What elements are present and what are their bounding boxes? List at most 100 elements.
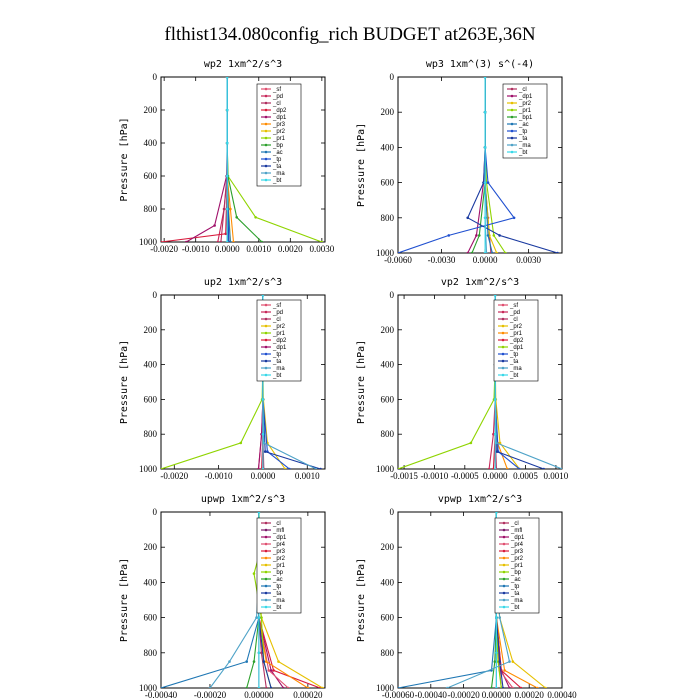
legend-marker	[264, 549, 268, 553]
panel-2: wp3 1xm^(3) s^(-4) Pressure [hPa] 0 200 400 6…	[356, 59, 563, 265]
legend-marker	[264, 556, 268, 560]
legend-marker	[501, 310, 505, 314]
legend-marker	[502, 591, 506, 595]
legend-marker	[510, 115, 514, 119]
data-point	[261, 398, 265, 401]
legend-marker	[510, 143, 514, 147]
data-point	[487, 467, 491, 469]
x-tick-label: 0.0010	[246, 244, 271, 254]
legend-marker	[264, 542, 268, 546]
legend-marker	[502, 549, 506, 553]
data-point	[255, 616, 258, 619]
data-point	[260, 651, 263, 655]
data-point	[475, 234, 478, 237]
data-point	[466, 216, 470, 220]
legend-marker	[264, 94, 268, 98]
data-point	[498, 660, 502, 663]
data-point	[265, 660, 268, 663]
legend: _sf_pd_cl_pr2_pr1_dp2_dp1_tp_ta_ma_bt	[256, 299, 302, 382]
y-tick-label: 400	[381, 360, 395, 370]
legend-label: _pr3	[510, 549, 524, 555]
plot-frame	[397, 511, 563, 689]
x-tick-label: 0.0030	[309, 244, 334, 254]
legend-marker	[510, 101, 514, 105]
data-point	[216, 240, 220, 242]
data-point	[483, 77, 487, 79]
x-tick-label: -0.0015	[390, 471, 418, 481]
data-point	[245, 660, 248, 663]
data-point	[486, 234, 490, 237]
y-tick-label: 1000	[139, 464, 158, 474]
legend-marker	[264, 338, 268, 342]
x-tick-label: 0.0030	[516, 255, 541, 265]
y-tick-label: 400	[144, 577, 158, 587]
legend-label: _tp	[272, 157, 282, 163]
legend-label: _sf	[509, 303, 518, 309]
legend-label: _cl	[272, 317, 281, 323]
legend-marker	[502, 570, 506, 574]
legend-label: _pd	[272, 310, 283, 316]
data-point	[492, 432, 495, 436]
data-point	[398, 251, 400, 253]
legend-label: _dp1	[510, 535, 525, 541]
data-point	[224, 232, 227, 236]
x-tick-label: 0.00000	[482, 690, 512, 700]
data-point	[536, 686, 539, 688]
panel-3: up2 1xm^2/s^3 Pressure [hPa] 0 200 400 600 800…	[119, 277, 326, 481]
data-point	[269, 686, 273, 688]
legend-marker	[501, 324, 505, 328]
legend-label: _bp	[510, 570, 522, 576]
data-point	[257, 467, 260, 469]
legend-label: _tp	[510, 584, 520, 590]
data-point	[398, 686, 400, 688]
legend-marker	[264, 303, 268, 307]
legend-marker	[510, 129, 514, 133]
y-tick-label: 800	[381, 429, 395, 439]
y-tick-label: 200	[144, 105, 158, 115]
legend-marker	[264, 591, 268, 595]
legend-label: _pr4	[510, 542, 524, 548]
data-point	[257, 512, 261, 514]
data-point	[508, 660, 511, 663]
data-point	[495, 651, 498, 655]
x-tick-label: 0.0000	[483, 471, 508, 481]
data-point	[483, 110, 487, 114]
data-point	[470, 251, 474, 253]
legend: _cl_dp1_pr2_pr1_bp1_ac_tp_ta_ma_bt	[502, 83, 548, 159]
legend-label: _mfl	[272, 528, 284, 534]
y-axis-label: Pressure [hPa]	[119, 117, 130, 201]
legend-label: _bt	[272, 373, 282, 379]
legend-marker	[264, 171, 268, 175]
series-line-dp1	[398, 295, 496, 469]
legend-label: _pr1	[510, 563, 524, 569]
x-tick-label: -0.0010	[205, 471, 233, 481]
legend-label: _pr4	[272, 542, 286, 548]
legend-label: _tp	[272, 584, 282, 590]
data-point	[252, 660, 256, 663]
legend-label: _ta	[272, 359, 282, 365]
legend-label: _bt	[518, 150, 528, 156]
data-point	[498, 234, 501, 237]
series-line-dp2	[161, 77, 228, 242]
panels: wp2 1xm^2/s^3 Pressure [hPa] 0 200 400 600 800…	[119, 59, 577, 700]
legend-label: _pr2	[518, 101, 532, 107]
legend-box	[256, 83, 302, 187]
panel-6: vpwp 1xm^2/s^3 Pressure [hPa] 0 200 400 600 80…	[356, 494, 577, 700]
legend-marker	[264, 577, 268, 581]
x-tick-label: 0.0000	[215, 244, 240, 254]
legend-label: _dp2	[272, 338, 287, 344]
x-tick-label: 0.00020	[293, 690, 323, 700]
legend-label: _bt	[272, 178, 282, 184]
legend-marker	[501, 331, 505, 335]
legend: _cl_mfl_dp1_pr4_pr3_pr2_pr1_bp_ac_tp_ta_…	[494, 517, 540, 614]
plot-frame	[160, 76, 326, 243]
legend-marker	[502, 521, 506, 525]
data-point	[254, 216, 257, 219]
data-point	[493, 432, 497, 436]
data-point	[277, 660, 280, 663]
data-point	[495, 616, 498, 619]
legend-marker	[264, 178, 268, 182]
legend-label: _pr2	[272, 324, 286, 330]
y-tick-label: 1000	[376, 464, 395, 474]
